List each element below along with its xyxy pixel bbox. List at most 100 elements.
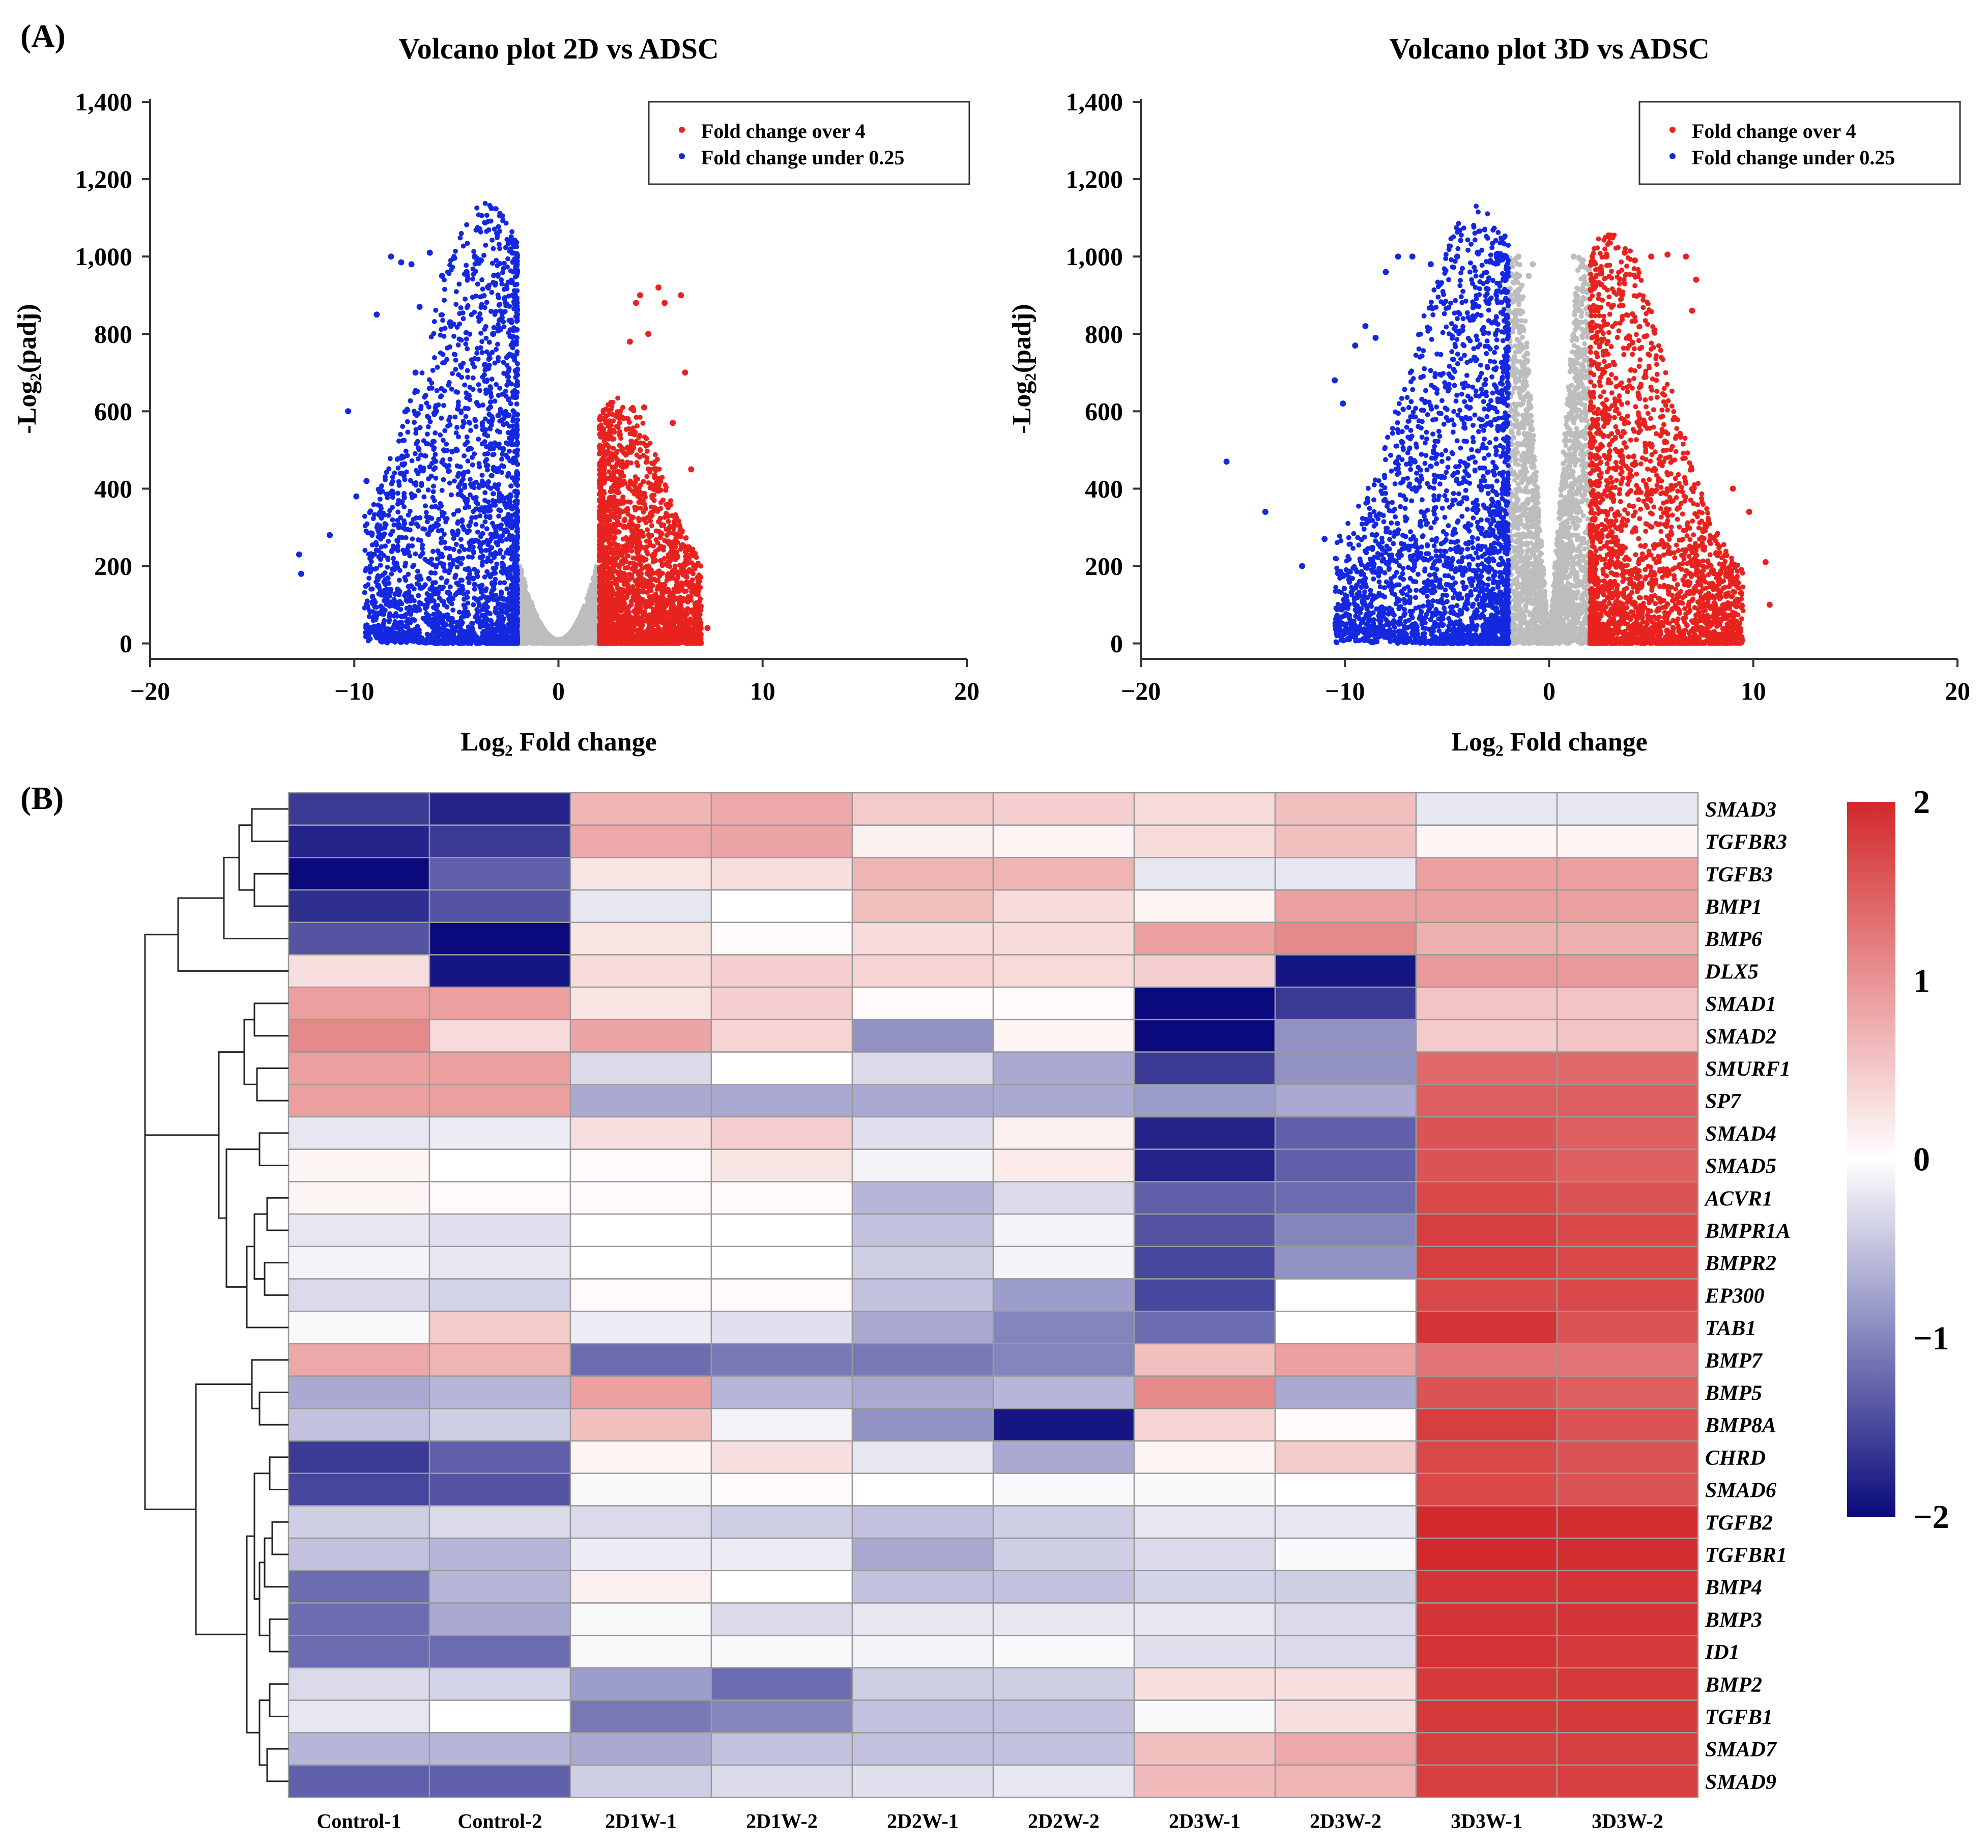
blue-point [484, 626, 490, 631]
blue-point [418, 403, 424, 409]
blue-point [456, 281, 462, 287]
blue-point [507, 240, 513, 246]
blue-point [439, 598, 445, 603]
blue-point [455, 406, 460, 412]
blue-point [453, 248, 458, 254]
blue-point [492, 566, 497, 572]
blue-point [415, 524, 421, 529]
blue-point [411, 586, 417, 592]
blue-point [509, 320, 514, 325]
blue-point [502, 528, 507, 534]
blue-point [370, 593, 376, 599]
blue-point [402, 563, 408, 569]
blue-point [443, 545, 449, 551]
blue-point [447, 456, 453, 462]
blue-point [492, 226, 497, 232]
blue-point [464, 263, 469, 268]
blue-point [515, 472, 521, 478]
blue-point [422, 394, 427, 400]
blue-point [495, 341, 500, 347]
blue-point [449, 601, 454, 607]
blue-point [501, 286, 507, 292]
blue-point [385, 564, 390, 570]
blue-point [477, 622, 483, 628]
blue-point [458, 364, 464, 370]
blue-point [458, 488, 464, 494]
blue-point [462, 482, 468, 488]
blue-point [488, 473, 494, 478]
blue-point [462, 453, 467, 458]
blue-point [416, 488, 421, 494]
blue-point [434, 388, 440, 393]
gray-point [519, 601, 525, 607]
blue-point [468, 477, 473, 482]
blue-point [438, 432, 443, 438]
blue-point [509, 352, 514, 358]
blue-point [459, 578, 465, 583]
blue-point [366, 614, 372, 619]
blue-point [510, 418, 515, 424]
blue-point [385, 495, 390, 501]
blue-point [368, 530, 374, 536]
blue-point [491, 465, 496, 470]
blue-point [451, 333, 456, 339]
volcano-plot-2d: Volcano plot 2D vs ADSC Log₂ Fold change… [13, 32, 979, 757]
blue-point [482, 490, 488, 496]
blue-point [440, 317, 446, 323]
blue-point [463, 341, 469, 347]
blue-point [479, 277, 485, 282]
blue-point [387, 456, 393, 461]
blue-point [389, 571, 394, 577]
blue-point [472, 582, 477, 587]
blue-point [406, 589, 412, 594]
blue-point [402, 409, 408, 415]
blue-point [460, 243, 466, 249]
blue-point [453, 430, 459, 436]
blue-point [391, 522, 397, 528]
blue-point [373, 542, 379, 547]
blue-point [497, 261, 503, 266]
blue-point [470, 455, 475, 460]
gray-point [570, 634, 575, 640]
blue-point [490, 261, 495, 266]
blue-point [479, 350, 485, 355]
blue-point [362, 513, 367, 519]
blue-point [411, 562, 417, 568]
blue-point [453, 366, 458, 372]
blue-point [475, 281, 480, 287]
blue-point [479, 612, 485, 618]
volcano-title: Volcano plot 2D vs ADSC [398, 32, 719, 65]
blue-point [500, 610, 506, 615]
blue-point [371, 512, 377, 517]
blue-point [431, 447, 437, 452]
blue-point [408, 521, 414, 527]
blue-point [396, 479, 402, 485]
blue-point [367, 510, 372, 515]
blue-point [390, 474, 395, 480]
blue-point [487, 384, 493, 389]
blue-point [499, 281, 505, 286]
gray-point [590, 638, 595, 644]
blue-point [446, 271, 452, 276]
blue-point [453, 541, 459, 547]
blue-point [439, 487, 445, 493]
blue-point [363, 603, 369, 609]
blue-point [506, 440, 512, 446]
blue-point [502, 580, 507, 586]
blue-point [514, 536, 519, 542]
blue-point [412, 390, 418, 395]
blue-point [371, 502, 377, 507]
gray-point [561, 639, 566, 644]
blue-point [458, 537, 464, 542]
blue-point [424, 631, 430, 637]
blue-point [479, 339, 485, 344]
blue-point [383, 577, 388, 583]
blue-point [483, 242, 488, 248]
blue-point [428, 473, 434, 479]
blue-point [398, 431, 404, 437]
blue-point [446, 380, 452, 385]
blue-point [515, 529, 520, 535]
blue-point [395, 509, 401, 515]
blue-point [444, 578, 450, 584]
blue-point [429, 516, 435, 521]
